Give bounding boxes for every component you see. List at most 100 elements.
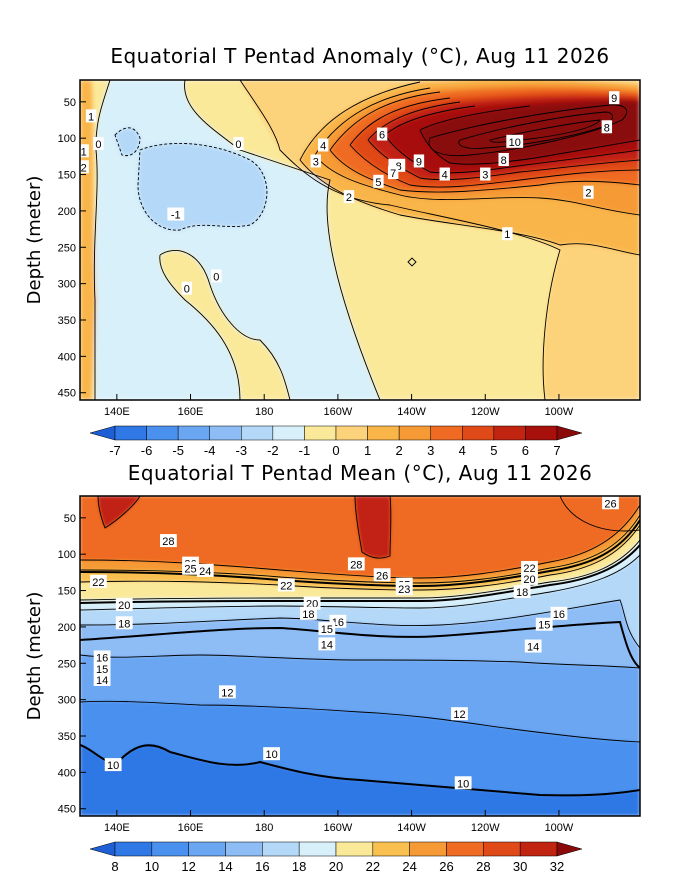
contour-label-text: 23: [398, 584, 410, 596]
y-tick-label: 350: [58, 731, 76, 743]
colorbar-high-arrow: [556, 841, 583, 857]
colorbar-label: 18: [292, 859, 306, 874]
colorbar-swatch: [114, 425, 147, 441]
contour-label-text: 9: [416, 156, 422, 168]
contour-label-box: [454, 776, 472, 790]
contour-label-text: 12: [453, 709, 465, 721]
contour-label-text: 3: [482, 170, 488, 182]
x-tick-label: 140W: [397, 406, 426, 418]
y-tick-label: 150: [58, 586, 76, 598]
anomaly-frame: [79, 79, 641, 401]
contour-label-box: [263, 747, 280, 761]
colorbar-swatch: [151, 841, 189, 857]
contour-label-box: [182, 561, 199, 575]
contour-label-text: 14: [96, 675, 108, 687]
contour-label: 16: [93, 650, 111, 664]
y-tick-label: 100: [58, 549, 76, 561]
contour-label: 10: [104, 758, 122, 772]
contour-label-box: [480, 167, 491, 181]
colorbar-label: 2: [396, 443, 403, 458]
contour-label: 12: [451, 707, 468, 721]
colorbar-label: 16: [255, 859, 269, 874]
contour-label-box: [609, 91, 620, 105]
contour-label-box: [93, 662, 111, 676]
contour-label: 10: [454, 776, 472, 790]
contour-label-box: [387, 166, 399, 180]
contour-label-text: 28: [162, 536, 174, 548]
contour-label: 4: [439, 167, 450, 182]
colorbar-swatch: [519, 841, 558, 857]
colorbar-label: 4: [459, 443, 466, 458]
contour-label-box: [233, 137, 244, 150]
contour-label: 20: [115, 598, 133, 612]
colorbar-swatch: [262, 841, 300, 857]
contour-label-box: [85, 109, 97, 123]
contour-label: -1: [167, 207, 185, 222]
contour-label-text: 2: [346, 192, 352, 204]
colorbar-label: -4: [204, 443, 216, 458]
x-tick-label: 160W: [324, 822, 353, 834]
contour-label-text: 22: [92, 577, 104, 589]
contour-label: 0: [233, 137, 244, 151]
contour-label-text: 4: [442, 170, 448, 182]
contour-label-box: [602, 496, 619, 510]
contour-label: 9: [413, 154, 425, 168]
contour-label-text: 7: [390, 168, 396, 180]
contour-label-text: 10: [509, 137, 521, 149]
contour-label: 18: [300, 606, 317, 621]
contour-label-box: [451, 707, 468, 721]
colorbar-label: 6: [522, 443, 529, 458]
contour-label: 2: [80, 160, 89, 174]
contour-label-box: [93, 673, 111, 686]
contour-label-box: [506, 134, 524, 148]
contour-label-text: 26: [376, 570, 388, 582]
contour-label: 1: [502, 227, 513, 241]
contour-label-box: [318, 622, 336, 636]
contour-label-text: 1: [88, 111, 94, 123]
colorbar-swatch: [525, 425, 558, 441]
contour-label-box: [167, 207, 185, 221]
contour-label: 16: [550, 606, 568, 621]
colorbar-swatch: [272, 425, 305, 441]
contour-label: 5: [373, 174, 384, 189]
y-tick-label: 150: [58, 170, 76, 182]
contour-label: 0: [181, 281, 193, 296]
colorbar-swatch: [209, 425, 242, 441]
colorbar-swatch: [398, 425, 431, 441]
contour-label-box: [90, 574, 107, 588]
contour-label-text: 6: [379, 130, 385, 142]
contour-label-box: [395, 582, 413, 596]
contour-label: 7: [387, 166, 399, 180]
colorbar-swatch: [430, 425, 463, 441]
contour-label: 10: [506, 134, 524, 149]
colorbar-label: -1: [299, 443, 311, 458]
contour-label-text: 15: [538, 620, 550, 632]
colorbar-label: -5: [172, 443, 184, 458]
contour-label-box: [318, 637, 336, 651]
contour-label-box: [502, 227, 513, 241]
anomaly-axes: 140E 160E 180 160W 140W 120W 100W5010015020025…: [24, 97, 574, 418]
x-tick-label: 180: [255, 822, 273, 834]
contour-label-text: 14: [321, 639, 333, 651]
y-tick-label: 350: [58, 315, 76, 327]
contour-label-text: 3: [313, 156, 319, 168]
x-tick-label: 160W: [324, 406, 353, 418]
contour-label-text: 24: [199, 566, 211, 578]
mean-contour-labels: 2826252422222018201816151428262523222018…: [90, 496, 619, 790]
colorbar-swatch: [372, 841, 410, 857]
colorbar-swatch: [493, 425, 526, 441]
colorbar-label: 12: [181, 859, 195, 874]
colorbar-swatch: [241, 425, 274, 441]
mean-plot-field: 2826252422222018201816151428262523222018…: [80, 496, 640, 816]
colorbar-label: 32: [550, 859, 564, 874]
contour-label: 0: [211, 269, 222, 283]
y-tick-label: 300: [58, 279, 76, 291]
colorbar-label: 30: [513, 859, 527, 874]
contour-label: 22: [90, 574, 107, 589]
contour-label-box: [160, 534, 177, 548]
contour-label-box: [80, 144, 89, 158]
contour-label-text: 1: [504, 229, 510, 241]
contour-label-text: 15: [321, 624, 333, 636]
